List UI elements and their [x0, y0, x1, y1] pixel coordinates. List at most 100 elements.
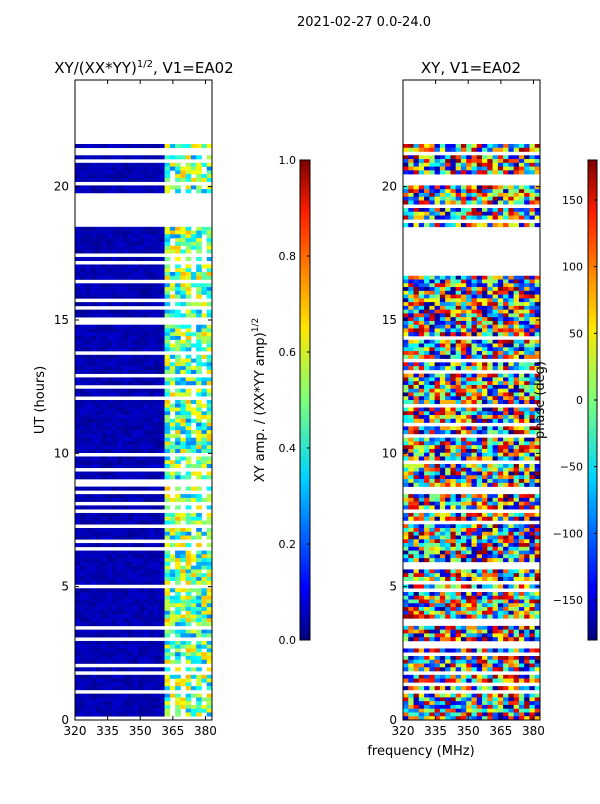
heatmap-cell [519, 415, 525, 419]
heatmap-cell [403, 430, 409, 434]
heatmap-cell [196, 238, 202, 242]
heatmap-cell [112, 144, 118, 148]
heatmap-cell [170, 675, 176, 679]
heatmap-cell [180, 618, 186, 622]
heatmap-cell [477, 298, 483, 302]
heatmap-cell [112, 370, 118, 374]
heatmap-cell [403, 306, 409, 310]
heatmap-cell [144, 528, 150, 532]
heatmap-cell [429, 366, 435, 370]
heatmap-cell [165, 377, 171, 381]
heatmap-cell [196, 494, 202, 498]
heatmap-cell [91, 445, 97, 449]
heatmap-cell [144, 155, 150, 159]
heatmap-cell [503, 577, 509, 581]
heatmap-cell [86, 592, 92, 596]
heatmap-cell [493, 532, 499, 536]
heatmap-cell [408, 189, 414, 193]
heatmap-cell [96, 438, 102, 442]
heatmap-cell [435, 351, 441, 355]
heatmap-cell [107, 577, 113, 581]
heatmap-cell [424, 532, 430, 536]
heatmap-cell [144, 340, 150, 344]
heatmap-cell [519, 291, 525, 295]
heatmap-cell [86, 487, 92, 491]
heatmap-cell [445, 392, 451, 396]
heatmap-cell [80, 667, 86, 671]
heatmap-cell [165, 558, 171, 562]
heatmap-cell [201, 603, 207, 607]
heatmap-cell [514, 445, 520, 449]
heatmap-cell [86, 528, 92, 532]
heatmap-cell [175, 581, 181, 585]
heatmap-cell [445, 464, 451, 468]
heatmap-cell [508, 385, 514, 389]
heatmap-cell [196, 656, 202, 660]
heatmap-cell [450, 569, 456, 573]
heatmap-cell [96, 419, 102, 423]
heatmap-cell [456, 325, 462, 329]
heatmap-cell [128, 264, 134, 268]
heatmap-cell [80, 494, 86, 498]
heatmap-cell [86, 332, 92, 336]
heatmap-cell [508, 483, 514, 487]
heatmap-cell [138, 227, 144, 231]
heatmap-cell [477, 543, 483, 547]
heatmap-cell [529, 185, 535, 189]
heatmap-cell [419, 551, 425, 555]
heatmap-cell [175, 618, 181, 622]
heatmap-cell [165, 520, 171, 524]
heatmap-cell [91, 144, 97, 148]
heatmap-cell [445, 528, 451, 532]
heatmap-cell [165, 573, 171, 577]
heatmap-cell [440, 325, 446, 329]
heatmap-cell [450, 295, 456, 299]
heatmap-cell [466, 464, 472, 468]
heatmap-cell [165, 536, 171, 540]
heatmap-cell [149, 460, 155, 464]
heatmap-cell [477, 306, 483, 310]
heatmap-cell [477, 167, 483, 171]
heatmap-cell [477, 148, 483, 152]
heatmap-cell [107, 370, 113, 374]
heatmap-cell [466, 468, 472, 472]
heatmap-cell [196, 408, 202, 412]
heatmap-cell [503, 524, 509, 528]
heatmap-cell [201, 709, 207, 713]
heatmap-cell [440, 340, 446, 344]
heatmap-cell [408, 438, 414, 442]
heatmap-cell [498, 456, 504, 460]
heatmap-cell [112, 498, 118, 502]
heatmap-cell [86, 475, 92, 479]
heatmap-cell [524, 543, 530, 547]
heatmap-cell [159, 498, 165, 502]
heatmap-cell [122, 622, 128, 626]
heatmap-cell [138, 528, 144, 532]
heatmap-cell [144, 464, 150, 468]
heatmap-cell [403, 543, 409, 547]
heatmap-cell [498, 475, 504, 479]
heatmap-cell [419, 400, 425, 404]
heatmap-cell [144, 404, 150, 408]
heatmap-cell [170, 513, 176, 517]
heatmap-cell [429, 438, 435, 442]
heatmap-cell [91, 615, 97, 619]
heatmap-cell [450, 441, 456, 445]
heatmap-cell [424, 163, 430, 167]
heatmap-cell [196, 362, 202, 366]
heatmap-cell [91, 310, 97, 314]
heatmap-cell [86, 588, 92, 592]
heatmap-cell [514, 208, 520, 212]
heatmap-cell [159, 234, 165, 238]
heatmap-cell [133, 246, 139, 250]
heatmap-cell [435, 494, 441, 498]
heatmap-cell [175, 641, 181, 645]
heatmap-cell [435, 332, 441, 336]
heatmap-cell [508, 445, 514, 449]
heatmap-cell [408, 377, 414, 381]
heatmap-cell [144, 174, 150, 178]
heatmap-cell [487, 344, 493, 348]
heatmap-cell [154, 163, 160, 167]
heatmap-cell [186, 167, 192, 171]
heatmap-cell [450, 494, 456, 498]
